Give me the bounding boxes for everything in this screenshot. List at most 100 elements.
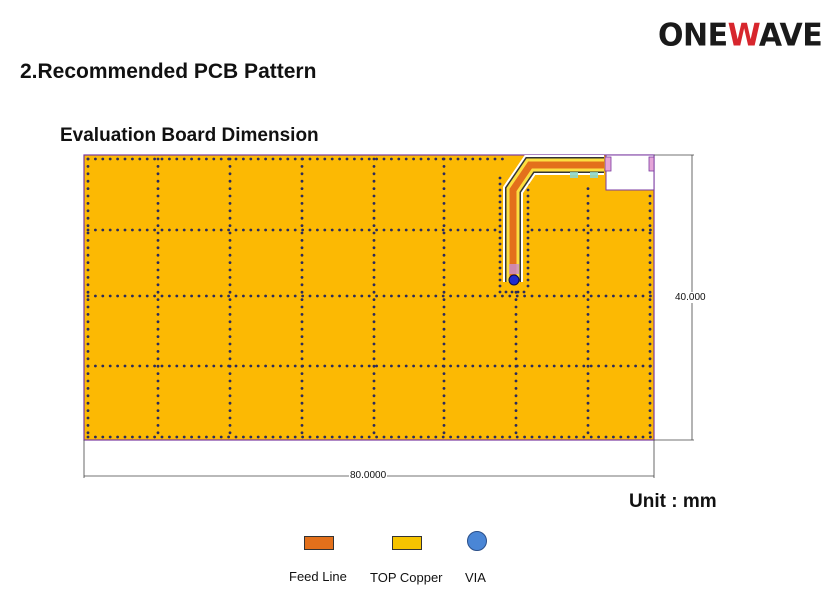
unit-label: Unit : mm [629, 491, 717, 512]
via-dot [345, 294, 349, 298]
via-dot [449, 157, 452, 161]
via-dot [300, 394, 304, 398]
via-dot [586, 224, 590, 228]
via-dot [619, 364, 623, 368]
via-dot [86, 298, 90, 301]
via-dot [228, 305, 232, 309]
via-dot [471, 157, 475, 161]
via-dot [228, 416, 232, 420]
via-dot [279, 157, 282, 161]
via-dot [552, 228, 556, 232]
via-dot [514, 298, 518, 301]
via-dot [526, 254, 530, 258]
via-dot [486, 228, 489, 232]
via-dot [382, 157, 386, 161]
via-dot [338, 294, 341, 298]
via-dot [182, 157, 186, 161]
via-dot [586, 364, 590, 368]
onewave-logo: ONEWAVE [658, 17, 821, 54]
via-dot [372, 209, 376, 213]
via-dot [156, 327, 160, 331]
via-dot [228, 246, 232, 250]
via-dot [156, 357, 160, 361]
via-dot [434, 294, 438, 298]
feed-via [508, 274, 520, 286]
via-dot [442, 231, 446, 235]
via-dot [412, 435, 415, 439]
via-dot [168, 157, 171, 161]
via-dot [442, 194, 446, 198]
via-dot [372, 231, 376, 235]
via-dot [514, 342, 518, 346]
via-dot [586, 261, 590, 264]
via-dot [228, 394, 232, 398]
via-dot [586, 327, 590, 331]
via-dot [486, 364, 489, 368]
via-dot [382, 228, 386, 232]
via-dot [493, 228, 497, 232]
via-dot [442, 157, 446, 161]
via-dot [156, 157, 160, 161]
via-dot [442, 335, 446, 338]
via-dot [442, 172, 446, 176]
via-dot [101, 435, 105, 439]
via-dot [586, 305, 590, 309]
via-dot [427, 294, 430, 298]
via-dot [648, 424, 652, 427]
via-dot [228, 187, 232, 191]
via-dot [493, 157, 497, 161]
via-dot [116, 364, 119, 368]
via-dot [648, 335, 652, 338]
via-dot [586, 202, 590, 205]
via-dot [86, 372, 90, 375]
via-dot [514, 372, 518, 375]
via-dot [156, 209, 160, 213]
via-dot [300, 276, 304, 279]
via-dot [464, 364, 467, 368]
via-dot [228, 239, 232, 242]
via-dot [456, 435, 460, 439]
via-dot [619, 228, 623, 232]
via-dot [338, 157, 341, 161]
via-dot [256, 228, 260, 232]
via-dot [156, 187, 160, 191]
via-dot [197, 435, 201, 439]
via-dot [442, 224, 446, 228]
via-dot [300, 379, 304, 383]
via-dot [390, 228, 393, 232]
via-dot [586, 209, 590, 213]
via-dot [372, 253, 376, 257]
via-dot [131, 364, 134, 368]
via-dot [228, 335, 232, 338]
via-dot [228, 387, 232, 390]
via-dot [219, 228, 223, 232]
via-dot [300, 157, 304, 161]
via-dot [360, 364, 364, 368]
via-dot [86, 187, 90, 191]
via-dot [286, 364, 290, 368]
via-dot [586, 379, 590, 383]
via-dot [442, 401, 446, 405]
via-dot [101, 364, 105, 368]
via-dot [442, 290, 446, 294]
via-dot [323, 228, 327, 232]
via-dot [86, 216, 90, 220]
via-dot [604, 228, 608, 232]
via-dot [523, 435, 526, 439]
via-dot [228, 276, 232, 279]
via-dot [228, 194, 232, 198]
via-dot [538, 228, 541, 232]
via-dot [397, 435, 401, 439]
via-dot [449, 294, 452, 298]
via-dot [567, 294, 571, 298]
via-dot [372, 165, 376, 168]
via-dot [404, 364, 408, 368]
via-dot [552, 364, 556, 368]
via-dot [228, 172, 232, 176]
via-dot [648, 253, 652, 257]
via-dot [353, 294, 356, 298]
via-dot [138, 157, 142, 161]
via-dot [108, 228, 112, 232]
via-dot [353, 157, 356, 161]
via-dot [397, 157, 401, 161]
